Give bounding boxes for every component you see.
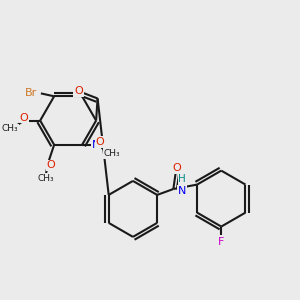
Text: H: H: [106, 149, 114, 159]
Text: CH₃: CH₃: [2, 124, 18, 133]
Text: N: N: [92, 140, 100, 150]
Text: Br: Br: [25, 88, 37, 98]
Text: O: O: [172, 164, 181, 173]
Text: CH₃: CH₃: [103, 149, 120, 158]
Text: O: O: [47, 160, 56, 170]
Text: N: N: [178, 186, 186, 196]
Text: H: H: [178, 174, 186, 184]
Text: O: O: [74, 86, 83, 96]
Text: CH₃: CH₃: [37, 174, 54, 183]
Text: F: F: [218, 237, 224, 247]
Text: O: O: [20, 112, 28, 123]
Text: O: O: [95, 137, 104, 147]
